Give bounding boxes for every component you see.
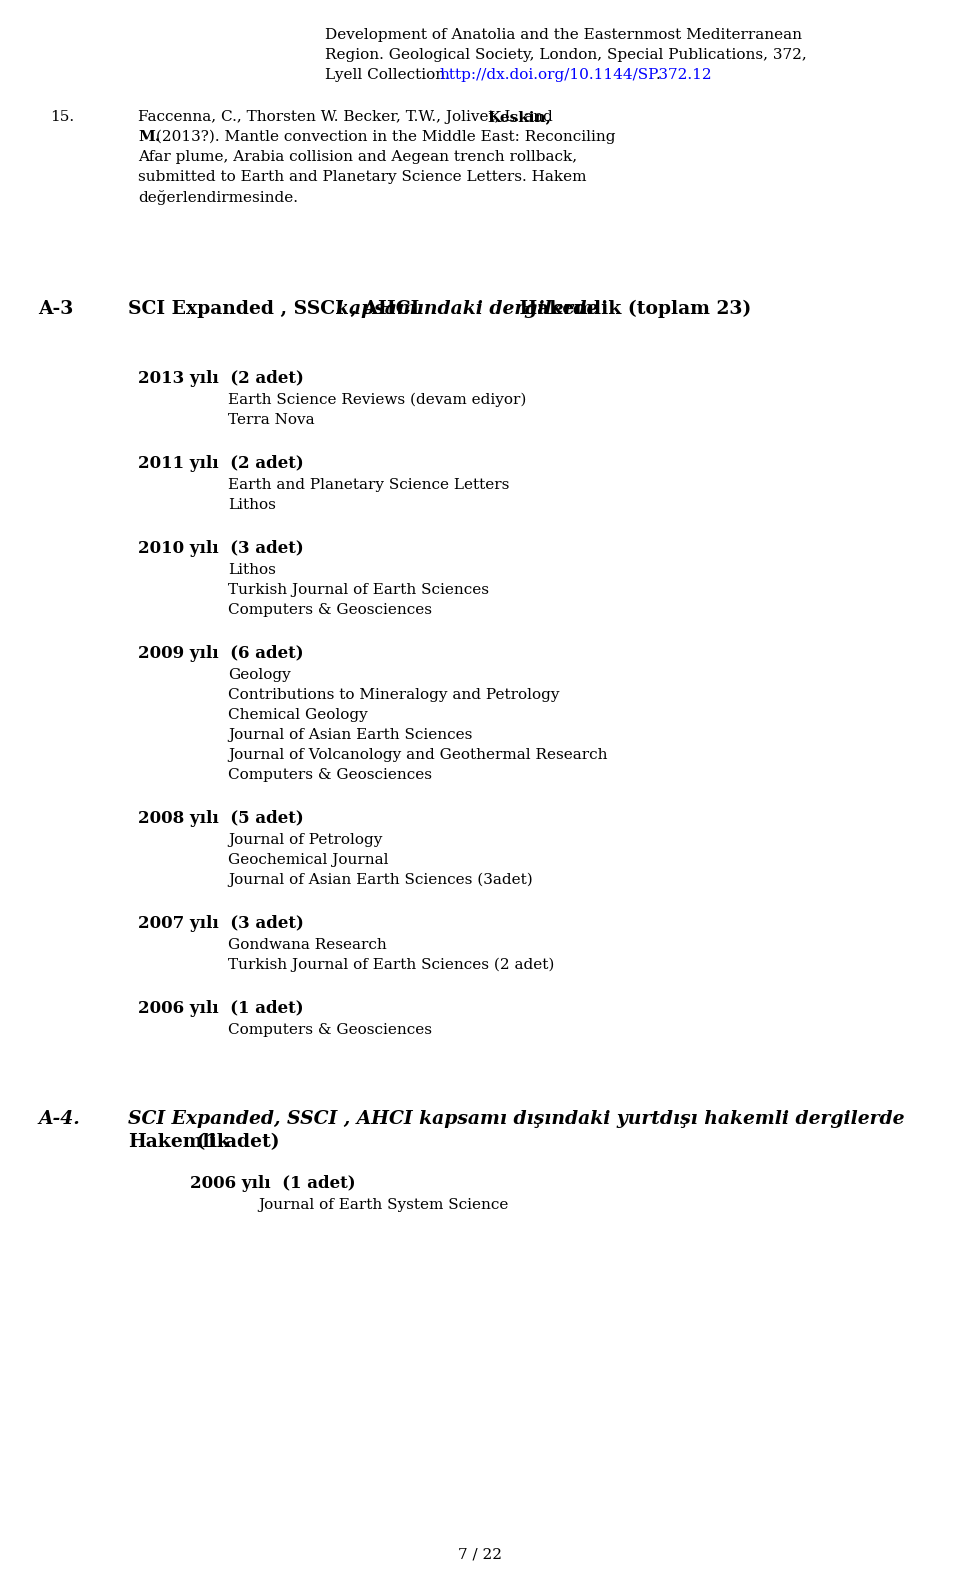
Text: A-3: A-3	[38, 300, 73, 319]
Text: Chemical Geology: Chemical Geology	[228, 708, 368, 722]
Text: Contributions to Mineralogy and Petrology: Contributions to Mineralogy and Petrolog…	[228, 688, 560, 702]
Text: Journal of Volcanology and Geothermal Research: Journal of Volcanology and Geothermal Re…	[228, 747, 608, 761]
Text: kapsamındaki dergilerde: kapsamındaki dergilerde	[336, 300, 598, 319]
Text: 15.: 15.	[50, 110, 74, 124]
Text: Earth Science Reviews (devam ediyor): Earth Science Reviews (devam ediyor)	[228, 392, 526, 407]
Text: A-4.: A-4.	[38, 1110, 80, 1127]
Text: Turkish Journal of Earth Sciences (2 adet): Turkish Journal of Earth Sciences (2 ade…	[228, 958, 554, 972]
Text: Journal of Asian Earth Sciences (3adet): Journal of Asian Earth Sciences (3adet)	[228, 873, 533, 887]
Text: değerlendirmesinde.: değerlendirmesinde.	[138, 190, 298, 206]
Text: Turkish Journal of Earth Sciences: Turkish Journal of Earth Sciences	[228, 582, 489, 597]
Text: 2006 yılı  (1 adet): 2006 yılı (1 adet)	[190, 1174, 355, 1192]
Text: 2007 yılı  (3 adet): 2007 yılı (3 adet)	[138, 915, 304, 933]
Text: Journal of Asian Earth Sciences: Journal of Asian Earth Sciences	[228, 728, 472, 743]
Text: 2010 yılı  (3 adet): 2010 yılı (3 adet)	[138, 540, 303, 557]
Text: Computers & Geosciences: Computers & Geosciences	[228, 1024, 432, 1038]
Text: Terra Nova: Terra Nova	[228, 413, 315, 427]
Text: Hakemlik: Hakemlik	[128, 1134, 229, 1151]
Text: Region. Geological Society, London, Special Publications, 372,: Region. Geological Society, London, Spec…	[325, 49, 806, 61]
Text: Computers & Geosciences: Computers & Geosciences	[228, 603, 432, 617]
Text: M.: M.	[138, 130, 160, 144]
Text: Development of Anatolia and the Easternmost Mediterranean: Development of Anatolia and the Easternm…	[325, 28, 802, 42]
Text: 7 / 22: 7 / 22	[458, 1548, 502, 1562]
Text: (1 adet): (1 adet)	[189, 1134, 279, 1151]
Text: Afar plume, Arabia collision and Aegean trench rollback,: Afar plume, Arabia collision and Aegean …	[138, 151, 577, 163]
Text: Hakemlik (toplam 23): Hakemlik (toplam 23)	[513, 300, 752, 319]
Text: Lithos: Lithos	[228, 564, 276, 578]
Text: .: .	[655, 68, 660, 82]
Text: (2013?). Mantle convection in the Middle East: Reconciling: (2013?). Mantle convection in the Middle…	[151, 130, 615, 144]
Text: Geochemical Journal: Geochemical Journal	[228, 853, 389, 867]
Text: submitted to Earth and Planetary Science Letters. Hakem: submitted to Earth and Planetary Science…	[138, 170, 587, 184]
Text: 2009 yılı  (6 adet): 2009 yılı (6 adet)	[138, 645, 303, 663]
Text: Gondwana Research: Gondwana Research	[228, 937, 387, 951]
Text: Keskin,: Keskin,	[488, 110, 551, 124]
Text: Lithos: Lithos	[228, 498, 276, 512]
Text: 2008 yılı  (5 adet): 2008 yılı (5 adet)	[138, 810, 303, 827]
Text: SCI Expanded, SSCI , AHCI kapsamı dışındaki yurtdışı hakemli dergilerde: SCI Expanded, SSCI , AHCI kapsamı dışınd…	[128, 1110, 904, 1127]
Text: Journal of Petrology: Journal of Petrology	[228, 834, 382, 846]
Text: Journal of Earth System Science: Journal of Earth System Science	[258, 1198, 509, 1212]
Text: Earth and Planetary Science Letters: Earth and Planetary Science Letters	[228, 477, 510, 491]
Text: http://dx.doi.org/10.1144/SP372.12: http://dx.doi.org/10.1144/SP372.12	[440, 68, 712, 82]
Text: 2006 yılı  (1 adet): 2006 yılı (1 adet)	[138, 1000, 303, 1017]
Text: 2011 yılı  (2 adet): 2011 yılı (2 adet)	[138, 455, 303, 473]
Text: Lyell Collection.: Lyell Collection.	[325, 68, 455, 82]
Text: Computers & Geosciences: Computers & Geosciences	[228, 768, 432, 782]
Text: Faccenna, C., Thorsten W. Becker, T.W., Jolivet, L. and: Faccenna, C., Thorsten W. Becker, T.W., …	[138, 110, 558, 124]
Text: SCI Expanded , SSCI , AHCI: SCI Expanded , SSCI , AHCI	[128, 300, 426, 319]
Text: Geology: Geology	[228, 667, 291, 681]
Text: 2013 yılı  (2 adet): 2013 yılı (2 adet)	[138, 371, 304, 386]
